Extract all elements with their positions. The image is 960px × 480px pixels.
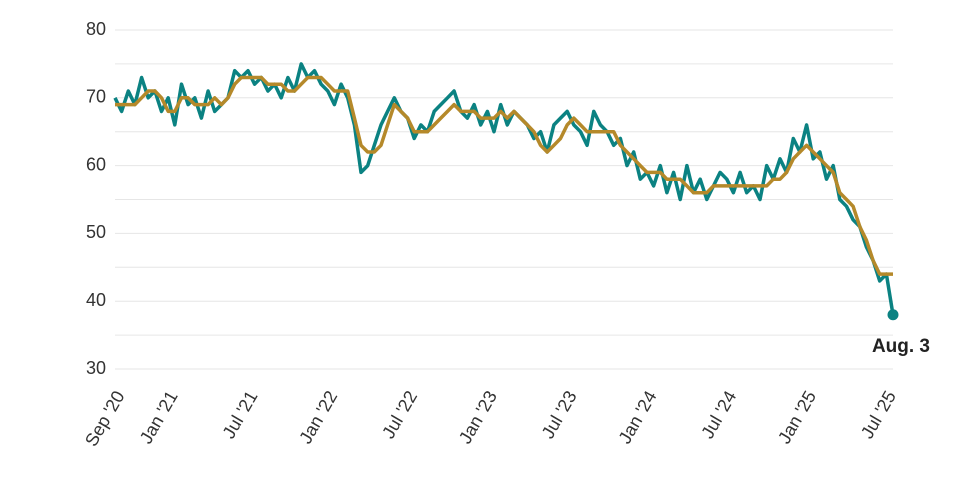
x-tick-label: Sep '20: [81, 387, 129, 449]
x-tick-label: Jan '23: [455, 387, 501, 447]
y-tick-label: 50: [86, 222, 106, 242]
x-tick-label: Jul '23: [538, 387, 581, 442]
y-tick-label: 30: [86, 358, 106, 378]
x-tick-label: Jan '25: [774, 387, 820, 447]
x-tick-label: Jan '21: [136, 387, 182, 447]
end-dot: [887, 309, 899, 321]
x-tick-label: Jan '24: [614, 387, 660, 447]
y-tick-label: 80: [86, 19, 106, 39]
x-tick-label: Jul '22: [378, 387, 421, 442]
y-tick-label: 60: [86, 154, 106, 174]
x-tick-label: Jul '25: [857, 387, 900, 442]
data-line: [115, 75, 893, 276]
x-tick-label: Jul '21: [219, 387, 262, 442]
y-tick-label: 40: [86, 290, 106, 310]
annotation: Aug. 3: [872, 336, 930, 357]
x-tick-label: Jul '24: [697, 387, 740, 442]
y-tick-label: 70: [86, 87, 106, 107]
data-line: [113, 62, 895, 316]
x-tick-label: Jan '22: [295, 387, 341, 447]
